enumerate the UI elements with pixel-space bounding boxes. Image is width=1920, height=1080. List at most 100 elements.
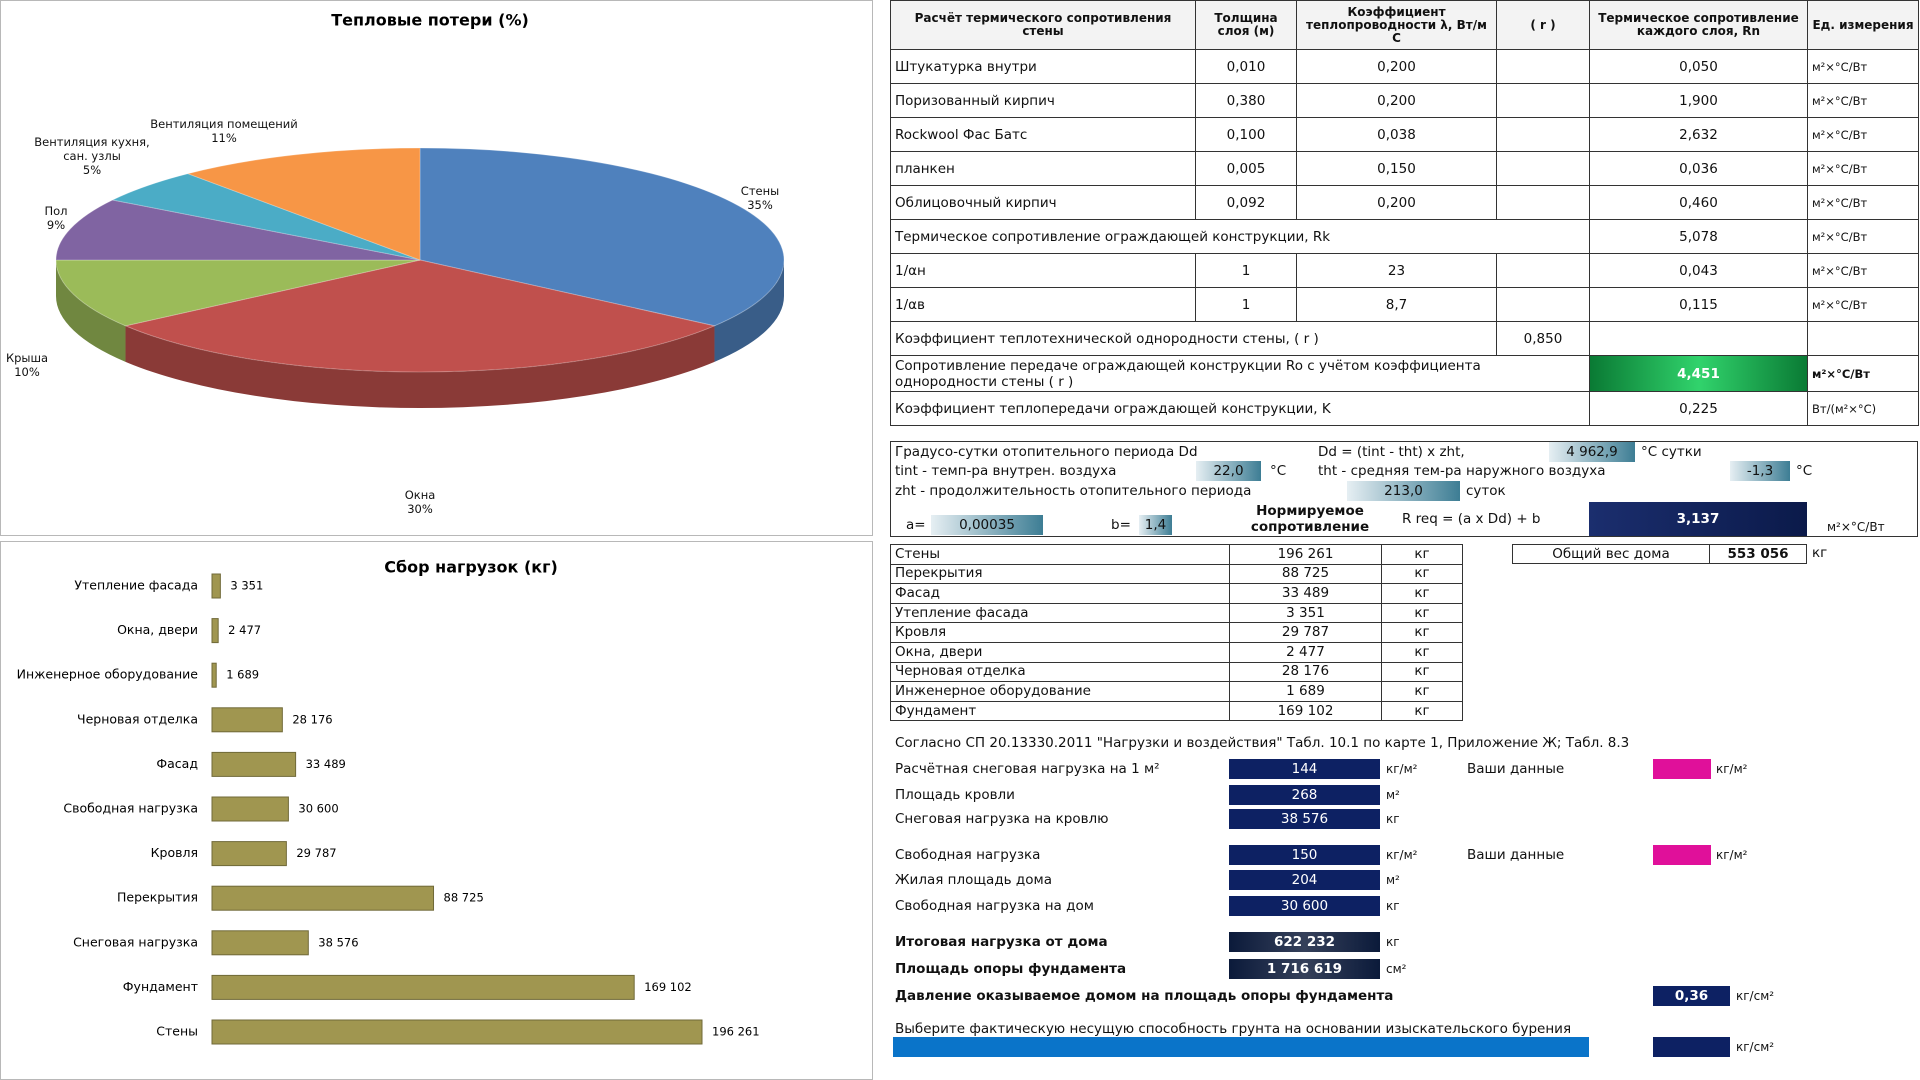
weight-cell: Фасад [890,583,1230,604]
pie-slice-side [125,325,715,409]
user-data-label: Ваши данные [1467,847,1565,863]
bar-value-label: 196 261 [712,1025,760,1039]
thermal-empty-cell [1496,185,1590,220]
thermal-cell: Вт/(м²×°С) [1807,391,1919,426]
weight-cell: 33 489 [1229,583,1382,604]
bar [211,662,217,688]
a-label: a= [906,517,926,533]
thermal-header-cell: Ед. измерения [1807,0,1919,50]
zht-unit: суток [1466,483,1506,499]
weight-cell: Стены [890,544,1230,565]
thermal-cell: Поризованный кирпич [890,83,1196,118]
thermal-cell: 8,7 [1296,287,1497,322]
weight-cell: Утепление фасада [890,602,1230,624]
thermal-row: 1/αв 1 8,7 0,115 м²×°С/Вт [890,287,1919,322]
dd-unit: °С сутки [1641,444,1702,460]
bar [211,1019,703,1045]
weight-cell: кг [1381,700,1463,722]
dd-formula: Dd = (tint - tht) x zht, [1318,444,1465,460]
bar-value-label: 169 102 [644,980,692,994]
thermal-table: Расчёт термического сопротивления стены Т… [890,0,1919,426]
load-unit: м² [1386,788,1400,802]
thermal-header-row: Расчёт термического сопротивления стены Т… [890,0,1919,50]
thermal-empty-cell [1496,83,1590,118]
total-weight-label: Общий вес дома [1512,544,1710,564]
tint-value: 22,0 [1196,461,1261,481]
thermal-cell: Термическое сопротивление ограждающей ко… [890,219,1590,254]
dd-label: Градусо-сутки отопительного периода Dd [895,444,1198,460]
weight-row: Инженерное оборудование 1 689 кг [890,681,1463,702]
user-data-input[interactable] [1653,759,1711,779]
thermal-cell: 0,200 [1296,83,1497,118]
pie-slice [123,259,717,373]
thermal-cell: Штукатурка внутри [890,49,1196,84]
thermal-cell: 0,380 [1195,83,1297,118]
rreq-value: 3,137 [1589,502,1807,536]
thermal-cell: м²×°С/Вт [1807,355,1919,392]
pie-label-name: Стены [740,184,780,198]
bar [211,841,287,867]
thermal-empty-cell [1496,117,1590,152]
weight-row: Утепление фасада 3 351 кг [890,602,1463,624]
thermal-cell: 4,451 [1589,355,1808,392]
bar [211,618,219,644]
thermal-row: планкен 0,005 0,150 0,036 м²×°С/Вт [890,151,1919,186]
thermal-row: Штукатурка внутри 0,010 0,200 0,050 м²×°С/Вт [890,49,1919,84]
user-data-label: Ваши данные [1467,761,1565,777]
thermal-cell: 0,200 [1296,49,1497,84]
thermal-row: Rockwool Фас Батс 0,100 0,038 2,632 м²×°С/Вт [890,117,1919,152]
thermal-cell: м²×°С/Вт [1807,185,1919,220]
zht-label: zht - продолжительность отопительного пе… [895,483,1252,499]
load-value: 204 [1229,870,1380,890]
pie-label-value: 10% [14,365,40,379]
load-label: Расчётная снеговая нагрузка на 1 м² [895,761,1160,777]
norm-label: Нормируемое сопротивление [1250,503,1370,535]
thermal-cell: Rockwool Фас Батс [890,117,1196,152]
thermal-cell: 0,200 [1296,185,1497,220]
thermal-cell: 0,005 [1195,151,1297,186]
load-label: Выберите фактическую несущую способность… [895,1021,1572,1037]
thermal-cell: Сопротивление передаче ограждающей конст… [890,355,1590,392]
weight-row: Кровля 29 787 кг [890,622,1463,643]
load-value: 1 716 619 [1229,959,1380,979]
pie-slice [55,199,421,261]
weight-row: Черновая отделка 28 176 кг [890,661,1463,683]
thermal-cell: 0,010 [1195,49,1297,84]
user-data-unit: кг/м² [1716,848,1748,862]
thermal-cell: м²×°С/Вт [1807,83,1919,118]
pie-label: Стены 35% [705,184,815,212]
user-data-input[interactable] [1653,845,1711,865]
bar-category-label: Фундамент [123,979,198,994]
bar-category-label: Снеговая нагрузка [73,934,198,949]
thermal-cell: 1 [1195,287,1297,322]
tint-label: tint - темп-ра внутрен. воздуха [895,463,1117,479]
thermal-header-cell: Толщина слоя (м) [1195,0,1297,50]
load-unit: кг/м² [1386,848,1418,862]
bar [211,974,635,1000]
thermal-cell: 0,100 [1195,117,1297,152]
load-value: 0,36 [1653,986,1730,1006]
bar-category-label: Окна, двери [117,622,198,637]
thermal-cell: 0,036 [1589,151,1808,186]
thermal-cell: м²×°С/Вт [1807,287,1919,322]
weight-cell: Перекрытия [890,563,1230,585]
total-weight-unit: кг [1812,545,1828,561]
weights-table: Стены 196 261 кг Перекрытия 88 725 кг Фасад 33 … [890,544,1463,722]
weight-cell: Черновая отделка [890,661,1230,683]
bar-value-label: 3 351 [230,579,263,593]
thermal-header-cell: Термическое сопротивление каждого слоя, … [1589,0,1808,50]
tht-value: -1,3 [1730,461,1790,481]
thermal-empty-cell [1496,49,1590,84]
pie-label: Окна 30% [365,488,475,516]
pie-label-value: 30% [407,502,433,516]
bar-value-label: 1 689 [226,668,259,682]
thermal-header-cell: Расчёт термического сопротивления стены [890,0,1196,50]
weight-cell: 28 176 [1229,661,1382,683]
load-value: 268 [1229,785,1380,805]
thermal-cell: м²×°С/Вт [1807,49,1919,84]
weight-cell: кг [1381,544,1463,565]
thermal-cell: 0,050 [1589,49,1808,84]
thermal-cell: 0,460 [1589,185,1808,220]
tht-unit: °С [1796,463,1813,479]
